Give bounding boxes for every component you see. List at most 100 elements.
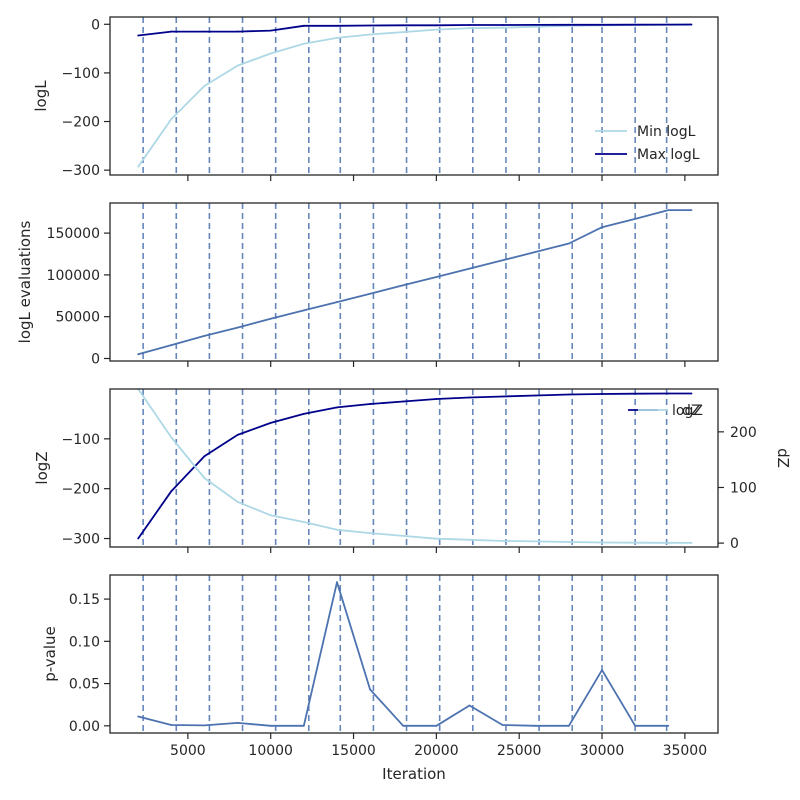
data-point xyxy=(203,85,206,87)
data-point xyxy=(468,24,471,26)
series-line-max-logl xyxy=(138,23,692,37)
data-point xyxy=(690,23,693,26)
y-tick-label: 0 xyxy=(91,351,100,367)
data-point xyxy=(634,392,637,395)
y2-tick-label: 100 xyxy=(730,480,757,496)
y-tick-label: 0.05 xyxy=(69,677,100,693)
data-point xyxy=(468,27,471,30)
y2-tick-label: 0 xyxy=(730,536,739,552)
data-point xyxy=(601,23,603,26)
data-point xyxy=(269,52,272,55)
y-tick-label: −100 xyxy=(62,66,100,82)
data-point xyxy=(667,541,670,544)
data-point xyxy=(534,540,537,543)
y-tick-label: 0.10 xyxy=(69,634,100,650)
data-point xyxy=(336,24,338,27)
data-point xyxy=(203,477,206,479)
legend-label: logZ xyxy=(672,403,703,419)
data-point xyxy=(236,326,239,329)
y-axis-label: logL xyxy=(32,80,50,112)
data-point xyxy=(634,541,637,544)
data-point xyxy=(170,724,173,726)
axes-frame xyxy=(109,202,719,362)
data-point xyxy=(534,251,537,253)
y-axis-label: logZ xyxy=(33,451,51,484)
data-point xyxy=(302,309,305,312)
axes-frame xyxy=(109,388,719,548)
data-point xyxy=(690,209,693,212)
data-point xyxy=(501,395,504,398)
logl-evaluations-panel: 0 50000 100000 150000 logL evaluations xyxy=(16,202,719,367)
data-point xyxy=(336,37,338,39)
legend-label: dZ xyxy=(682,403,700,419)
series-line-0 xyxy=(137,209,692,356)
data-point xyxy=(203,30,206,33)
data-point xyxy=(236,433,239,436)
data-point xyxy=(690,542,693,544)
data-point xyxy=(534,25,537,28)
data-point xyxy=(236,501,239,503)
data-point xyxy=(435,276,438,278)
y-tick-label: −300 xyxy=(62,532,100,548)
data-point xyxy=(567,541,570,543)
data-point xyxy=(137,715,140,718)
series-line-min-logl xyxy=(137,23,692,168)
data-point xyxy=(269,421,272,424)
y-axis-label: p-value xyxy=(41,626,59,682)
y2-tick-label: 200 xyxy=(730,425,757,441)
data-point xyxy=(302,521,305,523)
data-point xyxy=(435,28,438,31)
data-point xyxy=(567,242,570,245)
data-point xyxy=(567,393,570,396)
data-point xyxy=(369,292,371,295)
data-point xyxy=(336,301,338,303)
data-point xyxy=(501,259,504,262)
data-point xyxy=(601,669,603,671)
p-value-panel: 0.00 0.05 0.10 0.15 5000 10000 15000 20000 25000… xyxy=(41,574,719,783)
data-point xyxy=(137,537,140,540)
data-point xyxy=(567,23,570,26)
legend-label: Max logL xyxy=(637,147,700,163)
data-point xyxy=(336,528,338,531)
data-point xyxy=(534,724,537,727)
data-point xyxy=(402,400,405,403)
data-point xyxy=(302,724,305,727)
data-point xyxy=(501,539,504,542)
data-point xyxy=(501,26,504,29)
data-point xyxy=(601,226,603,229)
axes-frame xyxy=(109,16,719,176)
data-point xyxy=(236,721,239,724)
data-point xyxy=(137,165,140,168)
data-point xyxy=(369,403,371,405)
x-axis-label: Iteration xyxy=(382,765,446,783)
data-point xyxy=(402,534,405,537)
data-point xyxy=(402,284,405,287)
y2-axis-label: dZ xyxy=(774,448,792,468)
legend-label: Min logL xyxy=(637,124,696,140)
y-axis-label: logL evaluations xyxy=(16,220,34,343)
y-tick-label: 0 xyxy=(91,17,100,33)
x-tick-label: 30000 xyxy=(580,743,625,759)
data-point xyxy=(534,394,537,397)
data-point xyxy=(170,118,173,120)
data-point xyxy=(236,30,239,33)
y-tick-label: −200 xyxy=(62,115,100,131)
data-point xyxy=(302,42,305,45)
data-point xyxy=(170,344,173,347)
data-point xyxy=(269,724,272,727)
data-point xyxy=(302,413,305,415)
x-tick-label: 5000 xyxy=(170,743,206,759)
data-point xyxy=(369,688,371,691)
y-tick-label: 50000 xyxy=(55,310,100,326)
data-point xyxy=(435,398,438,400)
data-point xyxy=(601,393,603,395)
x-tick-label: 15000 xyxy=(331,743,376,759)
y-tick-label: −200 xyxy=(62,482,100,498)
data-point xyxy=(269,317,272,320)
data-point xyxy=(501,24,504,26)
axes-frame xyxy=(109,574,719,734)
y-tick-label: 150000 xyxy=(47,226,100,242)
data-point xyxy=(203,724,206,727)
